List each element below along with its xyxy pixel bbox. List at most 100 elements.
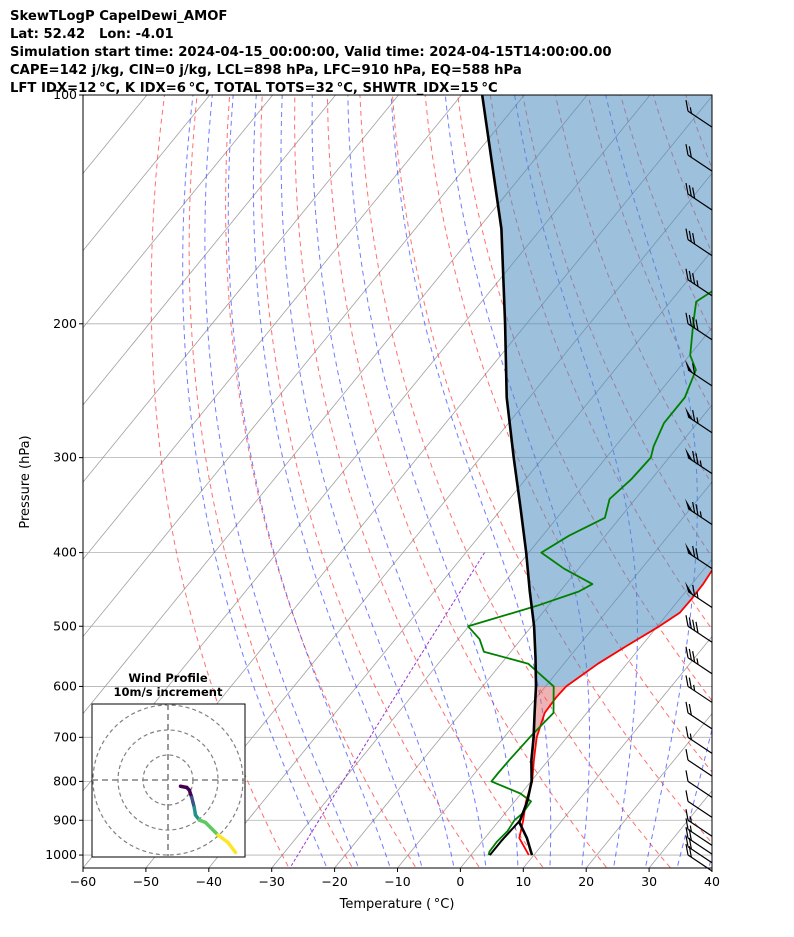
title-line-2: Lat: 52.42 Lon: -4.01: [10, 27, 174, 42]
barb-full: [685, 646, 689, 658]
x-tick-label: −30: [259, 874, 285, 889]
y-tick-label: 200: [53, 316, 77, 331]
barb-full: [695, 453, 699, 465]
dewpoint-line: [467, 290, 712, 856]
barb-half: [693, 684, 696, 691]
barb-staff: [687, 837, 713, 855]
barb-flag: [685, 498, 693, 512]
barb-staff: [687, 508, 713, 526]
barb-full: [692, 619, 696, 631]
barb-full: [685, 144, 689, 156]
wind-barb: [685, 406, 713, 434]
barb-staff: [687, 239, 713, 257]
barb-full: [685, 312, 689, 324]
wind-barb: [685, 770, 713, 798]
barb-staff: [687, 800, 713, 818]
isotherm-gridline: [83, 95, 400, 483]
barb-full: [692, 363, 696, 375]
x-tick-label: 30: [641, 874, 657, 889]
isotherm-gridline: [83, 95, 274, 329]
moist-adiabat: [204, 95, 360, 868]
barb-staff: [687, 712, 713, 730]
barb-flag: [685, 581, 693, 595]
barb-flag: [685, 447, 693, 461]
barb-full: [692, 273, 696, 285]
y-tick-label: 300: [53, 450, 77, 465]
x-tick-label: −10: [384, 874, 410, 889]
barb-full: [692, 501, 696, 514]
wind-barb: [685, 726, 713, 754]
dry-adiabat: [150, 95, 290, 868]
wind-barb: [685, 827, 713, 855]
moist-adiabat: [252, 95, 423, 868]
barb-half: [699, 460, 702, 467]
barb-staff: [687, 846, 713, 864]
y-axis-label: Pressure (hPa): [18, 435, 33, 528]
barb-full: [695, 319, 699, 331]
isotherm-gridline: [459, 558, 712, 868]
dry-adiabat: [718, 95, 794, 874]
barb-full: [688, 617, 692, 629]
barb-full: [685, 818, 689, 830]
moist-adiabat: [227, 95, 391, 868]
barb-half: [696, 280, 699, 287]
wind-barb: [685, 818, 713, 846]
barb-flag: [685, 359, 693, 374]
y-tick-label: 100: [53, 87, 77, 102]
parcel-path-line: [480, 95, 538, 856]
wind-barb: [685, 809, 713, 837]
barb-full: [685, 701, 689, 713]
barb-full: [692, 317, 696, 329]
isotherm-gridline: [83, 95, 525, 638]
moist-adiabat: [708, 854, 712, 868]
barb-half: [696, 658, 699, 665]
wind-barb: [685, 268, 713, 297]
barb-full: [685, 99, 689, 112]
moist-adiabat: [280, 95, 455, 868]
cape-shading: [482, 95, 712, 687]
isotherm-gridline: [83, 95, 462, 560]
title-line-4: CAPE=142 j/kg, CIN=0 j/kg, LCL=898 hPa, …: [10, 63, 522, 78]
barb-full: [688, 677, 692, 689]
wind-barb: [685, 144, 713, 172]
y-tick-label: 400: [53, 545, 77, 560]
x-tick-label: 10: [515, 874, 531, 889]
moist-adiabat: [182, 95, 328, 868]
barb-staff: [687, 759, 713, 777]
barb-full: [688, 185, 692, 197]
title-line-5: LFT IDX=12 °C, K IDX=6 °C, TOTAL TOTS=32…: [10, 81, 498, 96]
hodograph-title-line: Wind Profile: [128, 671, 208, 685]
wind-barb: [685, 790, 713, 818]
barb-full: [688, 230, 692, 242]
barb-staff: [687, 819, 713, 837]
barb-full: [695, 621, 699, 634]
barb-full: [685, 228, 689, 240]
x-tick-label: −20: [321, 874, 347, 889]
dry-adiabat: [188, 95, 354, 868]
dry-adiabat: [784, 95, 794, 874]
barb-full: [685, 809, 689, 821]
y-tick-label: 1000: [45, 847, 77, 862]
barb-full: [688, 829, 692, 841]
x-tick-label: −50: [133, 874, 159, 889]
barb-staff: [687, 828, 713, 846]
y-tick-label: 500: [53, 618, 77, 633]
wind-barb: [685, 675, 713, 703]
barb-flag: [685, 406, 693, 421]
dry-adiabat: [424, 95, 712, 773]
barb-half: [689, 825, 692, 832]
barb-full: [685, 268, 689, 280]
hodograph-title-line: 10m/s increment: [114, 685, 223, 699]
wind-barb: [685, 646, 713, 675]
barb-staff: [687, 110, 713, 128]
wind-barb: [685, 359, 713, 387]
wind-barb: [685, 542, 713, 570]
hodograph-plot: [92, 704, 245, 857]
barb-flag: [685, 542, 693, 556]
barb-full: [692, 584, 696, 597]
barb-full: [692, 410, 696, 422]
barb-half: [689, 733, 692, 740]
y-tick-label: 700: [53, 729, 77, 744]
